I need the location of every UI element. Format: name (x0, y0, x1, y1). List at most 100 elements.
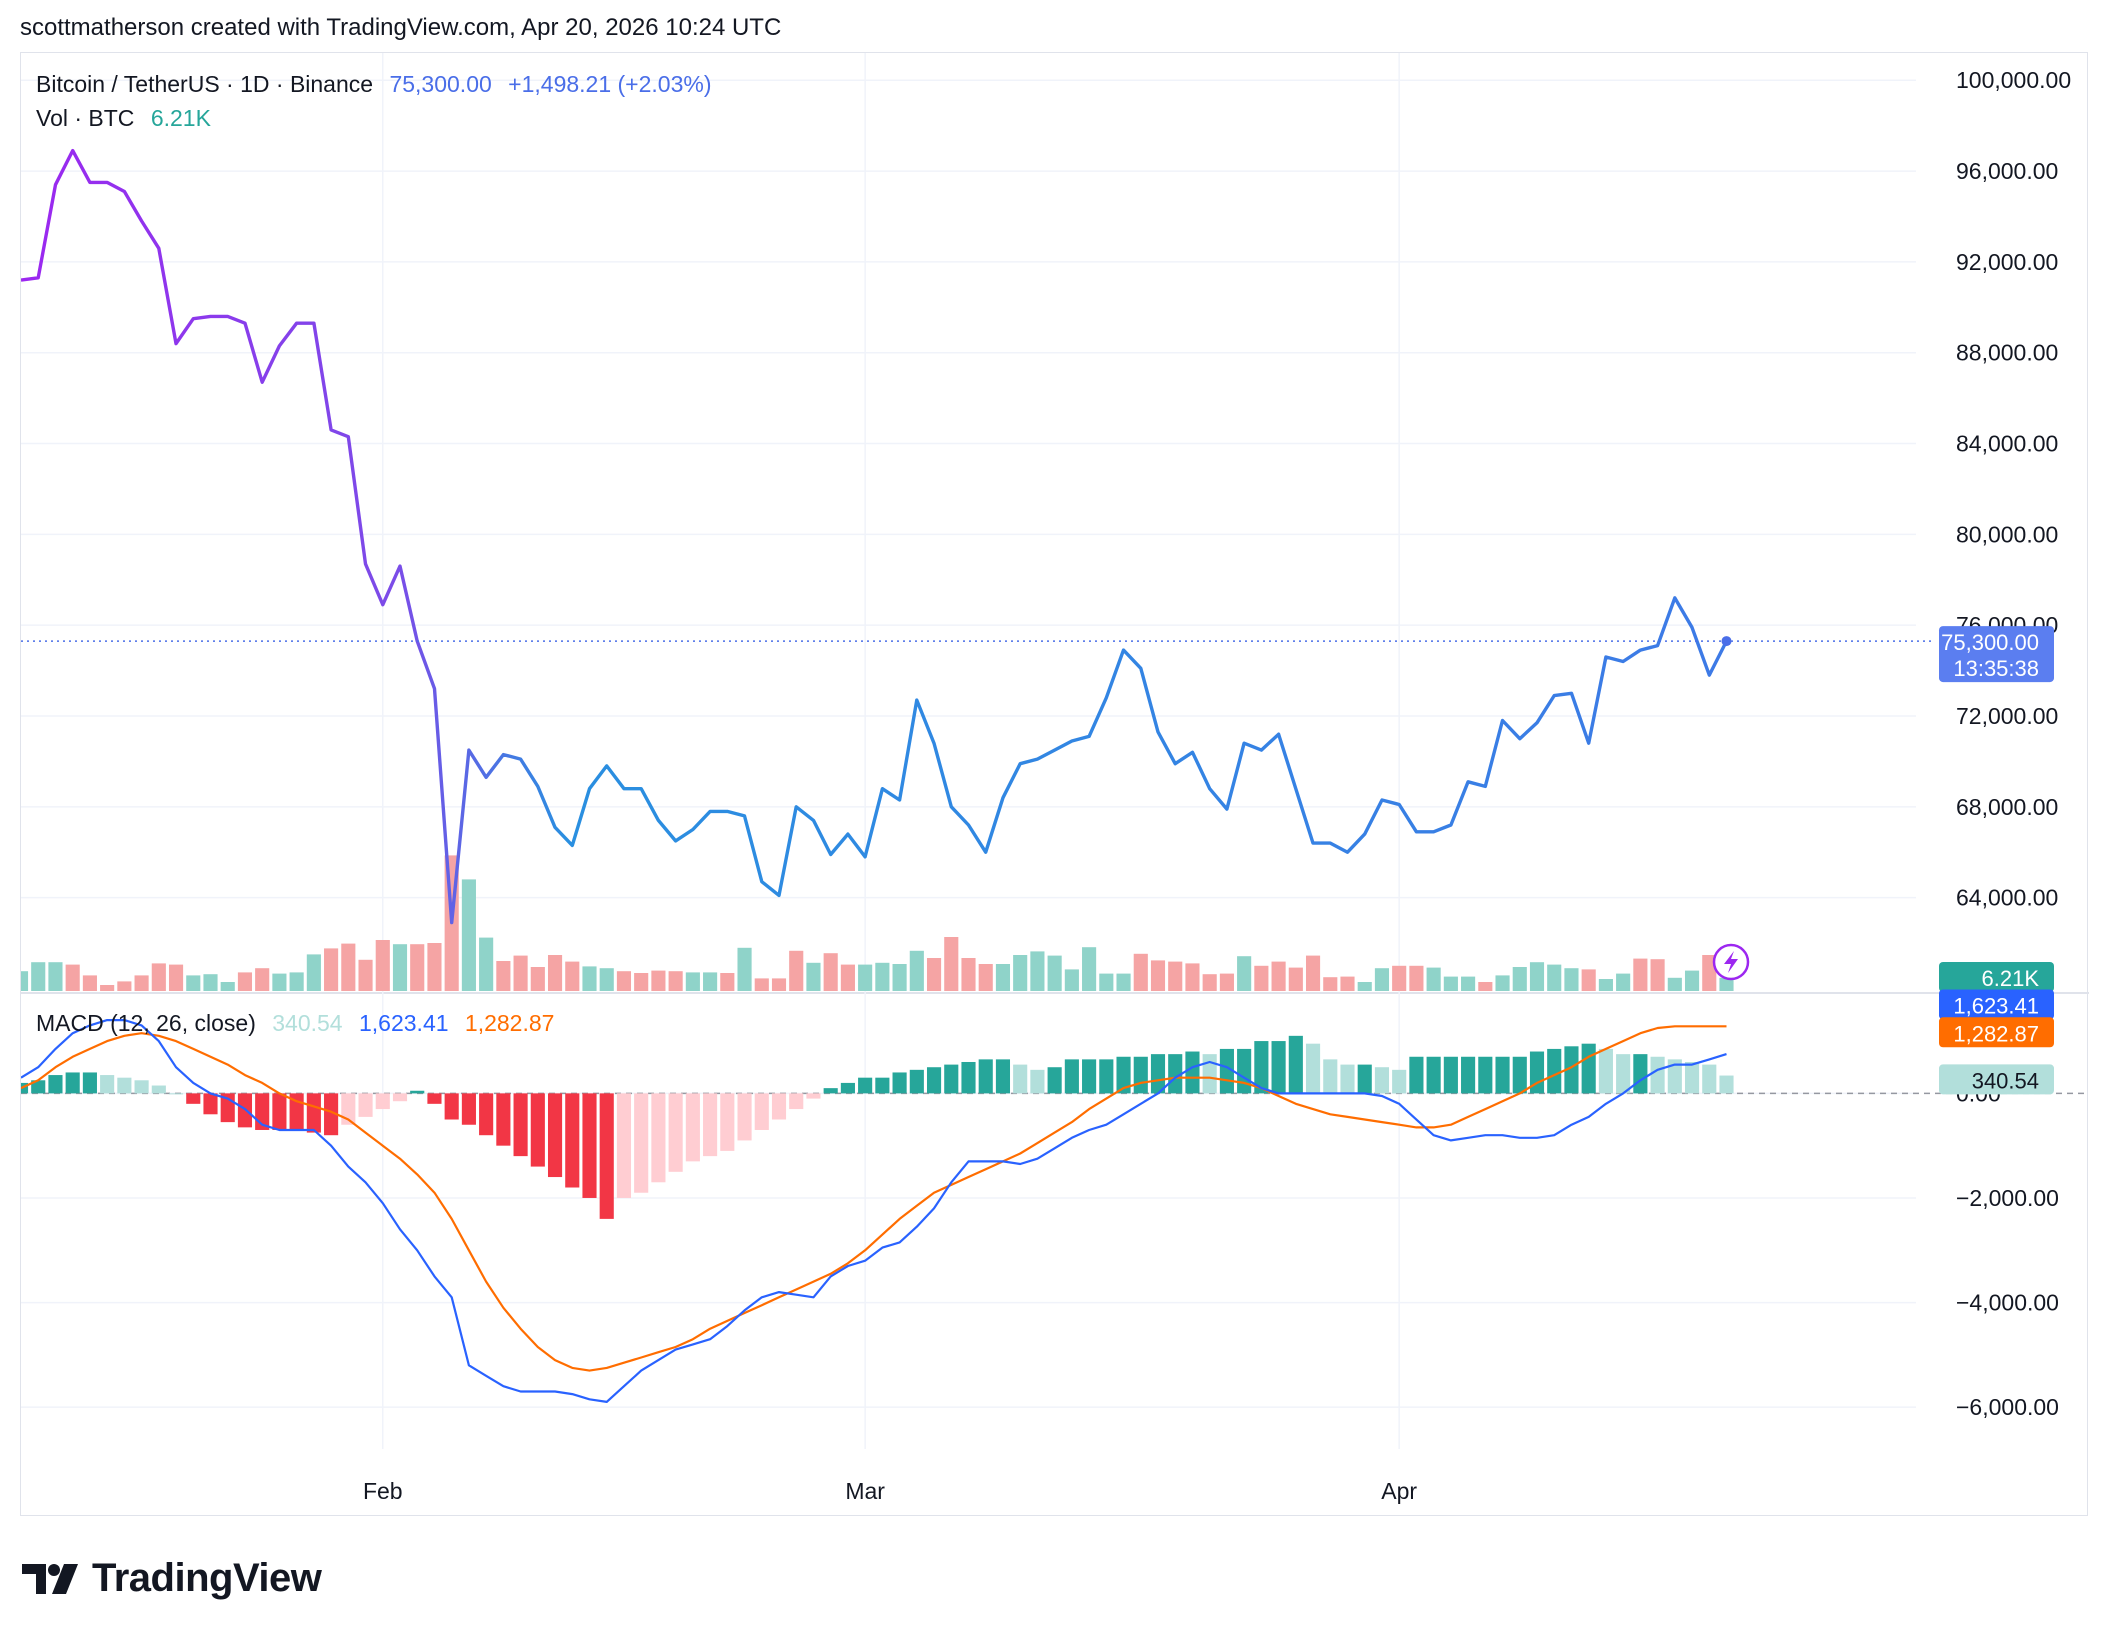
macd-histogram-bar (324, 1093, 339, 1136)
price-tick-label: 100,000.00 (1956, 67, 2071, 93)
macd-histogram-bar (1254, 1041, 1269, 1094)
volume-bar (1392, 965, 1407, 991)
macd-histogram-bar (1237, 1048, 1252, 1094)
macd-histogram-bar (1340, 1064, 1355, 1094)
macd-histogram-bar (789, 1093, 804, 1110)
volume-bar (1512, 967, 1527, 991)
macd-histogram-bar (151, 1085, 166, 1094)
macd-histogram-bar (203, 1093, 218, 1115)
volume-bar (31, 962, 46, 991)
histogram-axis-tag-text: 340.54 (1972, 1068, 2039, 1093)
volume-bar (944, 937, 959, 991)
volume-bar (703, 972, 718, 991)
macd-axis-tag-bg (1939, 989, 2054, 1020)
macd-histogram-bar (1478, 1056, 1493, 1094)
price-change: +1,498.21 (+2.03%) (508, 71, 712, 97)
signal-axis-tag-text: 1,282.87 (1953, 1021, 2039, 1046)
macd-histogram-bar (634, 1093, 649, 1193)
tradingview-brand[interactable]: TradingView (22, 1556, 322, 1601)
volume-bar (1529, 962, 1545, 991)
volume-bar (1598, 979, 1613, 991)
x-axis-label: Mar (845, 1478, 885, 1504)
macd-histogram-bar (892, 1072, 907, 1094)
macd-signal-value: 1,282.87 (464, 1010, 555, 1036)
volume-bar (961, 958, 976, 991)
volume-bar (1185, 963, 1200, 991)
volume-bar (806, 962, 821, 991)
macd-histogram-bar (616, 1093, 632, 1198)
volume-bar (1495, 975, 1510, 991)
volume-bar (1443, 976, 1458, 991)
macd-axis-tag: 1,623.41 (1939, 989, 2054, 1020)
volume-bar (995, 964, 1011, 991)
macd-histogram-bar (1684, 1061, 1700, 1094)
volume-bar (1013, 955, 1028, 991)
volume-bar (1133, 953, 1148, 991)
volume-bar (1047, 955, 1062, 991)
volume-bar (1409, 965, 1424, 991)
macd-signal-line (21, 1025, 1727, 1372)
volume-bar (324, 948, 339, 991)
macd-histogram-bar (1426, 1056, 1441, 1094)
volume-label: Vol · BTC (36, 105, 135, 131)
volume-bar (1305, 955, 1321, 991)
price-axis-tag-bg (1939, 626, 2054, 683)
macd-histogram-bar (1133, 1056, 1148, 1094)
volume-bar (186, 975, 201, 991)
volume-bar (1340, 976, 1355, 991)
histogram-axis-tag-bg (1939, 1064, 2054, 1095)
macd-histogram-bar (1374, 1067, 1390, 1094)
macd-histogram-bar (1202, 1054, 1217, 1094)
macd-histogram-bar (840, 1082, 855, 1094)
macd-histogram-bar (392, 1093, 408, 1102)
macd-histogram-bar (1564, 1046, 1579, 1094)
alert-lightning-bolt (1724, 951, 1738, 973)
volume-bar (410, 944, 425, 991)
volume-bar (1684, 970, 1700, 991)
macd-histogram-bar (978, 1059, 993, 1094)
price-tick-label: 72,000.00 (1956, 703, 2058, 729)
macd-histogram-bar (1116, 1056, 1131, 1094)
volume-bar (599, 968, 614, 991)
macd-histogram-bar (1013, 1064, 1028, 1094)
volume-bar (1219, 973, 1234, 991)
volume-bar (289, 972, 304, 991)
chart-frame[interactable]: Feb Mar Apr 100,000.00 96,000.00 92,000.00 88,… (20, 52, 2089, 1517)
macd-histogram-bar (530, 1093, 545, 1167)
macd-histogram-bar (1529, 1051, 1545, 1094)
price-tick-label: 92,000.00 (1956, 249, 2058, 275)
volume-bar (1719, 977, 1734, 991)
volume-bar (1357, 982, 1372, 991)
volume-bar (720, 973, 735, 991)
macd-histogram-bar (1392, 1069, 1407, 1094)
volume-bar (1633, 958, 1648, 991)
macd-histogram-bar (1047, 1067, 1062, 1094)
macd-histogram-bar (427, 1093, 442, 1104)
macd-tick-label: −6,000.00 (1956, 1394, 2059, 1420)
volume-bar (392, 944, 408, 991)
macd-axis-tag-text: 1,623.41 (1953, 993, 2039, 1018)
macd-histogram-bar (306, 1093, 321, 1133)
macd-histogram-bar (754, 1093, 769, 1130)
tradingview-wordmark: TradingView (92, 1556, 322, 1600)
macd-histogram-bar (547, 1093, 563, 1178)
volume-bar (306, 954, 321, 991)
macd-histogram-bar (100, 1075, 115, 1094)
volume-bar (616, 971, 632, 991)
macd-histogram-bar (823, 1088, 838, 1094)
chart-canvas[interactable]: Feb Mar Apr 100,000.00 96,000.00 92,000.00 88,… (21, 53, 2089, 1517)
macd-histogram-bar (875, 1077, 890, 1094)
volume-bar (858, 964, 873, 991)
last-price: 75,300.00 (389, 71, 492, 97)
volume-bar (1082, 947, 1097, 991)
volume-bar (685, 972, 700, 991)
volume-bar (203, 974, 218, 991)
volume-bar (427, 943, 442, 991)
volume-bar (823, 953, 838, 991)
volume-bar (909, 950, 924, 991)
volume-bar (1426, 967, 1441, 991)
volume-bar (668, 971, 683, 991)
macd-histogram-bar (48, 1075, 63, 1094)
